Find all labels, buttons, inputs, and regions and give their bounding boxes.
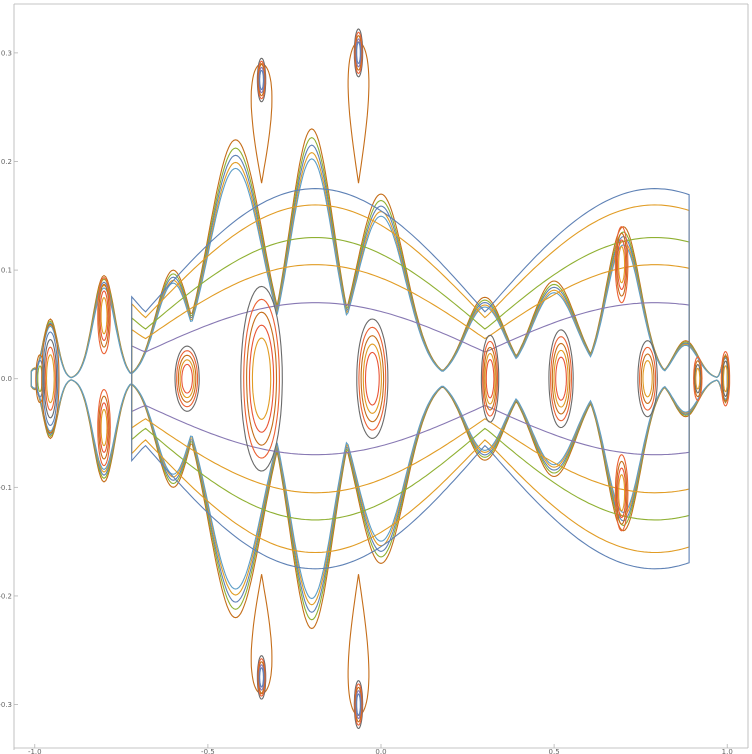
island-12-ring-1 — [693, 360, 702, 398]
island-4-ring-1 — [176, 350, 199, 408]
island-15-ring-2 — [258, 661, 266, 694]
island-2-ring-1 — [98, 283, 110, 348]
island-2-ring-3 — [100, 297, 108, 335]
island-6-ring-4 — [364, 351, 380, 406]
island-9-ring-2 — [640, 353, 655, 404]
island-12-ring-0 — [693, 356, 703, 401]
island-9-ring-1 — [639, 346, 657, 411]
island-11-ring-3 — [618, 474, 626, 512]
orbit-curves — [30, 28, 731, 729]
island-14-ring-3 — [258, 66, 265, 94]
island-7-ring-4 — [485, 359, 495, 399]
x-tick-label-2: 0.0 — [375, 748, 386, 754]
x-tick-label-0: -1.0 — [28, 748, 42, 754]
x-tick-label-4: 1.0 — [722, 748, 733, 754]
island-8-ring-3 — [553, 349, 569, 408]
island-12-ring-3 — [695, 367, 701, 390]
island-7-ring-0 — [480, 334, 500, 423]
island-11-ring-0 — [614, 454, 629, 532]
island-4-ring-2 — [177, 354, 197, 403]
island-6-ring-2 — [360, 335, 385, 423]
island-10-ring-3 — [618, 246, 626, 284]
island-16-ring-1 — [354, 31, 363, 74]
island-1-ring-4 — [45, 354, 55, 404]
separatrix-band-2 — [131, 236, 690, 521]
island-9-ring-3 — [642, 360, 653, 398]
island-7-ring-3 — [484, 352, 496, 405]
x-tick-label-3: 0.5 — [549, 748, 560, 754]
island-6-ring-1 — [358, 326, 387, 431]
island-6-ring-0 — [356, 318, 389, 439]
island-4-ring-0 — [174, 345, 200, 412]
axis-ticks: -1.0 -0.5 0.0 0.5 1.0 0.3 0.2 0.1 0.0 -0.1 -0.2 -0.… — [0, 49, 733, 754]
island-17-ring-1 — [354, 683, 363, 726]
island-13-ring-3 — [722, 365, 729, 393]
island-13-ring-1 — [721, 355, 730, 402]
island-10-ring-2 — [617, 239, 627, 290]
island-10-ring-1 — [615, 232, 628, 297]
island-9-ring-0 — [637, 340, 658, 418]
island-11-ring-1 — [615, 460, 628, 525]
y-tick-label-1: 0.2 — [1, 158, 12, 166]
island-15-ring-4 — [259, 667, 264, 688]
y-tick-label-4: -0.1 — [0, 484, 12, 492]
island-7-ring-2 — [483, 346, 497, 411]
y-tick-label-5: -0.2 — [0, 592, 12, 600]
island-4-ring-4 — [181, 363, 193, 394]
island-3-ring-1 — [98, 395, 110, 460]
island-3-ring-3 — [100, 408, 108, 447]
plot-frame — [13, 3, 749, 750]
island-17-ring-2 — [354, 686, 363, 723]
island-5-ring-4 — [251, 337, 272, 420]
island-1-ring-2 — [43, 339, 58, 419]
island-0-ring-2 — [37, 365, 43, 393]
y-tick-label-0: 0.3 — [1, 49, 12, 57]
separatrix-band-3 — [131, 204, 690, 554]
separatrix-band-4 — [131, 188, 690, 570]
island-5-ring-0 — [240, 285, 283, 472]
island-3-ring-0 — [97, 389, 111, 467]
island-5-ring-3 — [248, 324, 275, 433]
island-12-ring-2 — [694, 364, 702, 394]
island-16-ring-4 — [356, 41, 361, 64]
island-13-ring-0 — [720, 351, 731, 407]
island-15-ring-3 — [258, 664, 265, 691]
island-15-ring-0 — [256, 655, 267, 700]
y-tick-label-6: -0.3 — [0, 701, 12, 709]
island-13-ring-2 — [722, 360, 729, 398]
island-4-ring-3 — [179, 359, 195, 399]
island-14-ring-0 — [256, 57, 267, 103]
satellite-lobe-0-0 — [250, 63, 273, 184]
separatrix-band-0 — [131, 302, 690, 456]
y-tick-label-2: 0.1 — [1, 267, 12, 275]
island-16-ring-2 — [354, 35, 363, 71]
island-2-ring-2 — [99, 290, 109, 341]
island-11-ring-2 — [617, 467, 627, 519]
island-17-ring-4 — [356, 693, 361, 716]
island-14-ring-4 — [259, 69, 264, 91]
island-8-ring-1 — [550, 336, 573, 422]
island-1-ring-1 — [42, 331, 59, 426]
island-16-ring-3 — [355, 38, 362, 68]
island-17-ring-3 — [355, 690, 362, 719]
island-10-ring-0 — [614, 226, 629, 304]
island-15-ring-1 — [257, 658, 266, 697]
island-1-ring-0 — [41, 323, 60, 434]
island-8-ring-2 — [551, 342, 571, 415]
island-7-ring-1 — [482, 340, 499, 417]
island-3-ring-2 — [99, 402, 109, 453]
x-tick-label-1: -0.5 — [201, 748, 215, 754]
island-5-ring-2 — [246, 311, 278, 446]
island-1-ring-3 — [44, 346, 56, 411]
island-14-ring-2 — [258, 63, 266, 97]
island-8-ring-0 — [548, 329, 574, 429]
y-tick-label-3: 0.0 — [1, 375, 12, 383]
island-8-ring-4 — [555, 356, 567, 401]
island-2-ring-0 — [97, 277, 111, 355]
island-14-ring-1 — [257, 60, 266, 100]
island-5-ring-1 — [243, 298, 280, 459]
satellite-lobe-0-1 — [250, 574, 273, 695]
island-6-ring-3 — [362, 343, 382, 414]
